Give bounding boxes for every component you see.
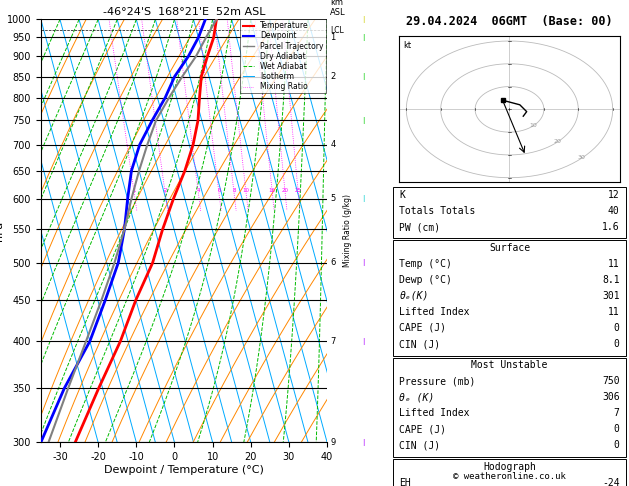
- Text: |: |: [362, 73, 365, 80]
- Text: -24: -24: [602, 478, 620, 486]
- Text: km
ASL: km ASL: [330, 0, 346, 17]
- Title: -46°24'S  168°21'E  52m ASL: -46°24'S 168°21'E 52m ASL: [103, 7, 265, 17]
- Text: 9: 9: [330, 438, 335, 447]
- Text: 12: 12: [608, 190, 620, 200]
- Text: 11: 11: [608, 307, 620, 317]
- Text: |: |: [362, 34, 365, 41]
- Text: 4: 4: [197, 188, 200, 193]
- Text: 16: 16: [269, 188, 276, 193]
- Text: Hodograph: Hodograph: [483, 462, 536, 471]
- Text: 301: 301: [602, 291, 620, 301]
- Text: 0: 0: [614, 323, 620, 333]
- Text: Pressure (mb): Pressure (mb): [399, 376, 476, 386]
- Text: Temp (°C): Temp (°C): [399, 259, 452, 269]
- Text: Lifted Index: Lifted Index: [399, 307, 470, 317]
- Text: 7: 7: [330, 337, 336, 346]
- Text: |: |: [362, 16, 365, 23]
- Text: |: |: [362, 338, 365, 345]
- Text: 4: 4: [330, 140, 335, 149]
- Text: PW (cm): PW (cm): [399, 222, 440, 232]
- Text: 6: 6: [217, 188, 221, 193]
- Text: |: |: [362, 195, 365, 202]
- Text: 40: 40: [608, 206, 620, 216]
- Text: EH: EH: [399, 478, 411, 486]
- Text: 7: 7: [614, 408, 620, 418]
- Text: 20: 20: [554, 139, 562, 144]
- Text: θₑ(K): θₑ(K): [399, 291, 429, 301]
- Text: Mixing Ratio (g/kg): Mixing Ratio (g/kg): [343, 194, 352, 267]
- Text: kt: kt: [403, 41, 411, 50]
- Text: |: |: [362, 260, 365, 266]
- Legend: Temperature, Dewpoint, Parcel Trajectory, Dry Adiabat, Wet Adiabat, Isotherm, Mi: Temperature, Dewpoint, Parcel Trajectory…: [240, 19, 326, 93]
- Text: 1.6: 1.6: [602, 222, 620, 232]
- Text: 29.04.2024  06GMT  (Base: 00): 29.04.2024 06GMT (Base: 00): [406, 15, 613, 28]
- Text: 0: 0: [614, 339, 620, 349]
- Text: θₑ (K): θₑ (K): [399, 392, 435, 402]
- Text: 5: 5: [330, 194, 335, 203]
- Text: Lifted Index: Lifted Index: [399, 408, 470, 418]
- Text: 1: 1: [133, 188, 136, 193]
- Text: Most Unstable: Most Unstable: [471, 360, 548, 370]
- Text: 25: 25: [295, 188, 302, 193]
- Text: 10: 10: [243, 188, 250, 193]
- Text: Totals Totals: Totals Totals: [399, 206, 476, 216]
- X-axis label: Dewpoint / Temperature (°C): Dewpoint / Temperature (°C): [104, 465, 264, 475]
- Text: © weatheronline.co.uk: © weatheronline.co.uk: [453, 472, 566, 481]
- Text: CIN (J): CIN (J): [399, 440, 440, 451]
- Text: 8: 8: [232, 188, 236, 193]
- Text: Dewp (°C): Dewp (°C): [399, 275, 452, 285]
- Text: LCL: LCL: [330, 26, 344, 35]
- Text: 2: 2: [164, 188, 167, 193]
- Text: Surface: Surface: [489, 243, 530, 253]
- Text: 20: 20: [282, 188, 289, 193]
- Text: CIN (J): CIN (J): [399, 339, 440, 349]
- Text: 10: 10: [530, 123, 537, 128]
- Text: 2: 2: [330, 72, 335, 81]
- Text: CAPE (J): CAPE (J): [399, 424, 447, 434]
- Text: |: |: [362, 117, 365, 124]
- Text: 306: 306: [602, 392, 620, 402]
- Text: 30: 30: [578, 155, 586, 160]
- Y-axis label: hPa: hPa: [0, 221, 4, 241]
- Text: 11: 11: [608, 259, 620, 269]
- Text: |: |: [362, 439, 365, 446]
- Text: 6: 6: [330, 259, 336, 267]
- Text: 750: 750: [602, 376, 620, 386]
- Text: 0: 0: [614, 424, 620, 434]
- Text: CAPE (J): CAPE (J): [399, 323, 447, 333]
- Text: 8.1: 8.1: [602, 275, 620, 285]
- Text: 0: 0: [614, 440, 620, 451]
- Text: 1: 1: [330, 33, 335, 42]
- Text: K: K: [399, 190, 405, 200]
